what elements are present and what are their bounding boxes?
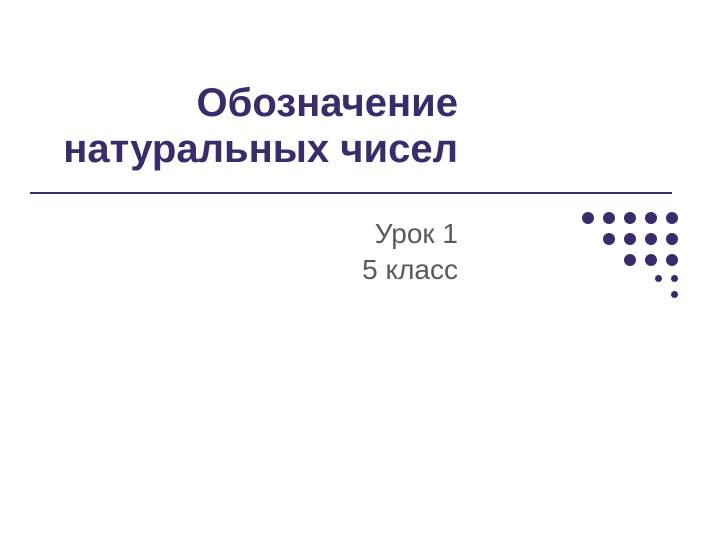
title-line-1: Обозначение [30, 80, 458, 126]
dot-icon [603, 212, 615, 224]
dot-icon [624, 254, 636, 266]
dot-icon [624, 233, 636, 245]
subtitle-block: Урок 1 5 класс [30, 216, 458, 289]
dot-icon [603, 233, 615, 245]
dot-icon [645, 212, 657, 224]
dot-row [582, 212, 678, 224]
dot-icon [645, 233, 657, 245]
dot-icon [582, 212, 594, 224]
dot-icon [666, 254, 678, 266]
subtitle-line-1: Урок 1 [30, 216, 458, 252]
dot-row [582, 291, 678, 298]
subtitle-line-2: 5 класс [30, 252, 458, 288]
dot-icon [666, 212, 678, 224]
dot-icon [671, 291, 678, 298]
dot-icon [624, 212, 636, 224]
dot-icon [655, 275, 662, 282]
title-block: Обозначение натуральных чисел [30, 80, 458, 172]
dot-row [582, 254, 678, 266]
dot-row [582, 275, 678, 282]
slide: Обозначение натуральных чисел Урок 1 5 к… [0, 0, 720, 540]
dot-icon [671, 275, 678, 282]
dot-icon [645, 254, 657, 266]
title-line-2: натуральных чисел [30, 126, 458, 172]
divider-line [30, 192, 672, 194]
dot-icon [666, 233, 678, 245]
dot-row [582, 233, 678, 245]
dot-decoration [582, 212, 678, 307]
